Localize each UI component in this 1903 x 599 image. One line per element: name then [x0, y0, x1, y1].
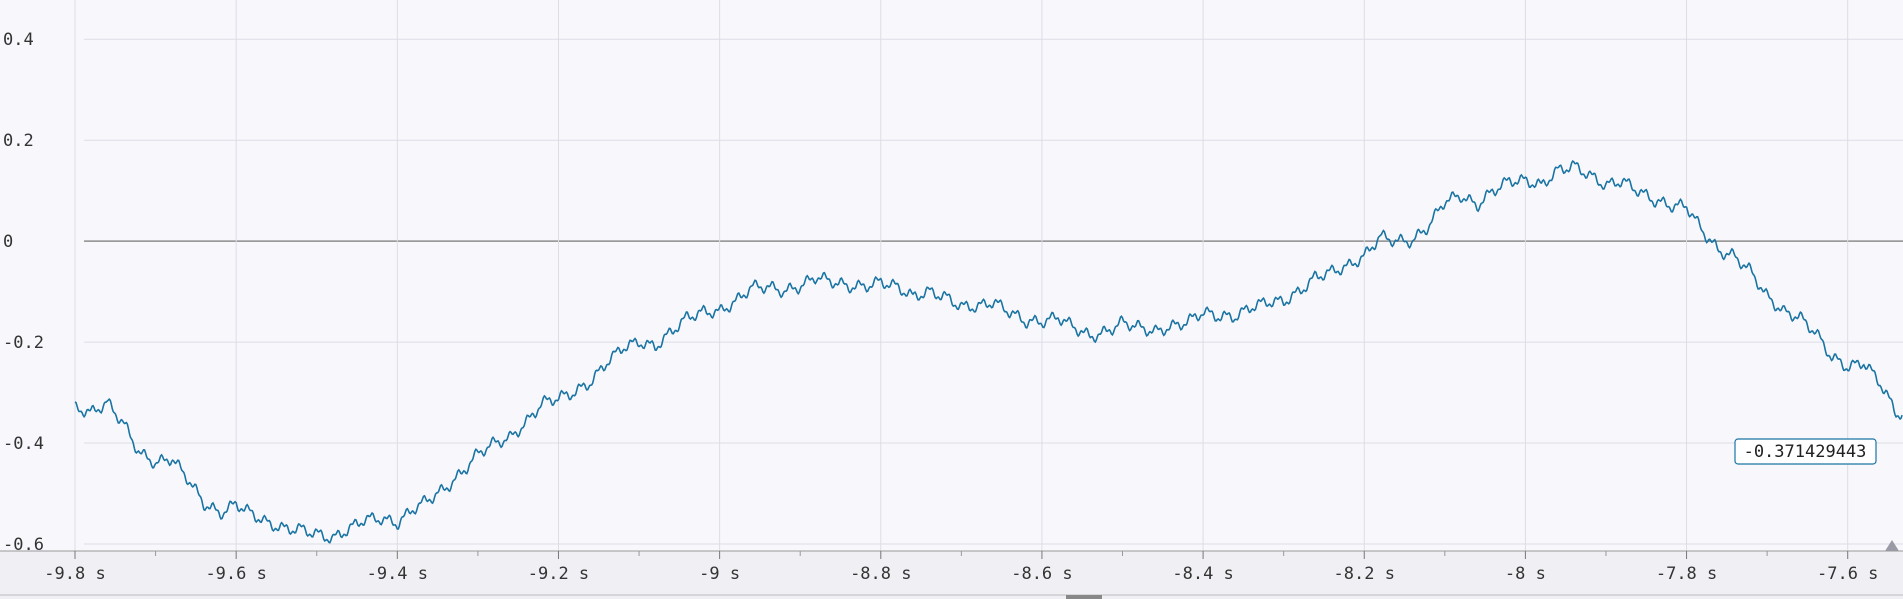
x-tick-label: -8 s	[1505, 564, 1546, 584]
x-axis-band	[0, 551, 1903, 599]
x-axis[interactable]: -9.8 s -9.6 s -9.4 s -9.2 s -9 s -8.8 s -8.6 s…	[0, 550, 1903, 599]
x-tick-label: -9 s	[699, 564, 740, 584]
readout-value: -0.371429443	[1744, 442, 1867, 462]
value-readout: -0.371429443	[1734, 438, 1877, 465]
scrollbar-thumb[interactable]	[1066, 595, 1102, 599]
y-tick-label: 0	[3, 232, 13, 252]
x-tick-label: -7.8 s	[1656, 564, 1717, 584]
grid-lines	[74, 0, 1903, 551]
y-axis: 0.4 0.2 0 -0.2 -0.4 -0.6	[3, 30, 44, 555]
x-tick-label: -8.8 s	[850, 564, 911, 584]
x-tick-label: -9.2 s	[528, 564, 589, 584]
x-tick-label: -9.8 s	[44, 564, 105, 584]
x-tick-label: -9.4 s	[367, 564, 428, 584]
x-tick-label: -8.6 s	[1011, 564, 1072, 584]
x-tick-label: -8.2 s	[1334, 564, 1395, 584]
y-tick-label: -0.2	[3, 333, 44, 353]
y-tick-label: -0.4	[3, 434, 44, 454]
y-tick-label: 0.4	[3, 30, 34, 50]
readout-box	[1734, 438, 1877, 465]
x-tick-label: -8.4 s	[1172, 564, 1233, 584]
signal-line	[74, 159, 1903, 544]
x-tick-label: -9.6 s	[205, 564, 266, 584]
x-tick-label: -7.6 s	[1817, 564, 1878, 584]
y-tick-label: 0.2	[3, 131, 34, 151]
cursor-marker-icon[interactable]	[1885, 540, 1899, 551]
y-tick-label: -0.6	[3, 535, 44, 555]
